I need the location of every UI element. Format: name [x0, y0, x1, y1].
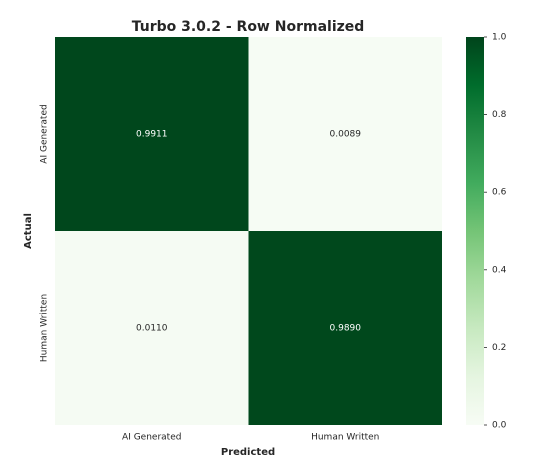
colorbar-tick-label: 0.6 [492, 188, 507, 198]
cell-label: 0.9911 [136, 130, 168, 140]
cell-label: 0.0089 [330, 130, 362, 140]
cell-label: 0.0110 [136, 324, 168, 334]
colorbar-tick-label: 0.8 [492, 110, 507, 120]
heatmap-cell [55, 231, 249, 425]
y-tick-label: Human Written [40, 294, 50, 362]
x-axis-title: Predicted [221, 447, 275, 458]
x-tick-label: Human Written [311, 433, 379, 443]
colorbar-tick-label: 1.0 [492, 33, 507, 43]
y-axis-title: Actual [23, 213, 34, 249]
colorbar-tick-label: 0.2 [492, 343, 506, 353]
heatmap-cell [55, 37, 249, 231]
y-tick-label: AI Generated [40, 104, 50, 163]
colorbar-tick-label: 0.4 [492, 265, 507, 275]
colorbar [466, 37, 484, 425]
cell-label: 0.9890 [330, 324, 362, 334]
chart-title: Turbo 3.0.2 - Row Normalized [132, 19, 365, 35]
colorbar-tick-label: 0.0 [492, 421, 507, 431]
x-tick-label: AI Generated [122, 433, 181, 443]
heatmap-cell [248, 37, 442, 231]
heatmap-cell [248, 231, 442, 425]
